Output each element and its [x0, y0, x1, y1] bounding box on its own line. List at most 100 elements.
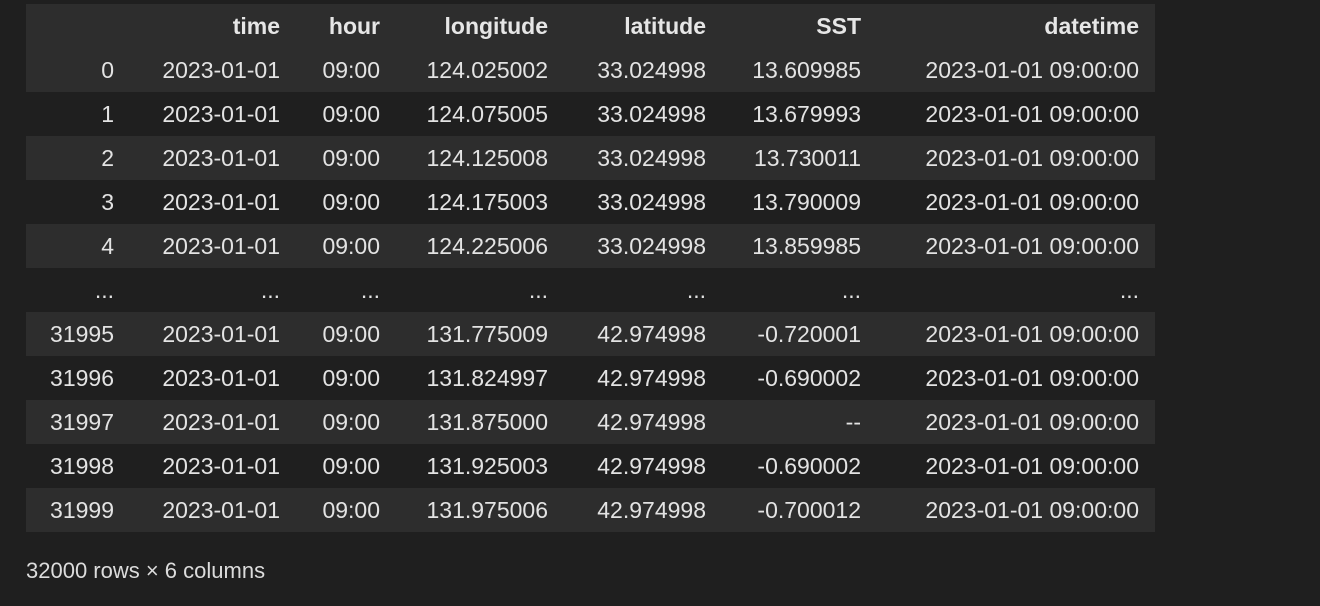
cell-hour: 09:00: [322, 364, 380, 391]
row-index: 1: [101, 100, 114, 127]
cell-longitude: 124.225006: [426, 232, 548, 259]
table-row: 31998 2023-01-01 09:00 131.925003 42.974998 -…: [26, 444, 1155, 488]
cell-hour: 09:00: [322, 100, 380, 127]
table-row: 1 2023-01-01 09:00 124.075005 33.024998 13.67…: [26, 92, 1155, 136]
row-index: 31997: [50, 408, 114, 435]
cell-longitude: 131.975006: [426, 496, 548, 523]
cell-hour: 09:00: [322, 452, 380, 479]
cell-longitude: ...: [528, 276, 548, 303]
cell-latitude: ...: [686, 276, 706, 303]
cell-time: 2023-01-01: [162, 452, 280, 479]
row-index: 2: [101, 144, 114, 171]
cell-datetime: 2023-01-01 09:00:00: [925, 188, 1139, 215]
cell-hour: 09:00: [322, 320, 380, 347]
cell-datetime: 2023-01-01 09:00:00: [925, 232, 1139, 259]
index-header: [26, 4, 130, 48]
table-row: .....................: [26, 268, 1155, 312]
table-row: 31996 2023-01-01 09:00 131.824997 42.974998 -…: [26, 356, 1155, 400]
cell-sst: ...: [841, 276, 861, 303]
column-header-datetime: datetime: [877, 4, 1155, 48]
cell-hour: 09:00: [322, 56, 380, 83]
cell-datetime: 2023-01-01 09:00:00: [925, 496, 1139, 523]
dataframe-table: time hour longitude latitude SST datetim…: [26, 4, 1155, 532]
table-row: 0 2023-01-01 09:00 124.025002 33.024998 13.60…: [26, 48, 1155, 92]
table-body: 0 2023-01-01 09:00 124.025002 33.024998 13.60…: [26, 48, 1155, 532]
table-row: 31995 2023-01-01 09:00 131.775009 42.974998 -…: [26, 312, 1155, 356]
cell-datetime: 2023-01-01 09:00:00: [925, 452, 1139, 479]
cell-longitude: 124.025002: [426, 56, 548, 83]
cell-time: 2023-01-01: [162, 188, 280, 215]
cell-time: 2023-01-01: [162, 56, 280, 83]
cell-time: 2023-01-01: [162, 144, 280, 171]
table-row: 3 2023-01-01 09:00 124.175003 33.024998 13.79…: [26, 180, 1155, 224]
cell-datetime: 2023-01-01 09:00:00: [925, 320, 1139, 347]
cell-latitude: 42.974998: [597, 364, 706, 391]
row-index: 31995: [50, 320, 114, 347]
column-header-time: time: [130, 4, 296, 48]
column-header-longitude: longitude: [396, 4, 564, 48]
row-index: 31998: [50, 452, 114, 479]
cell-sst: --: [845, 408, 861, 435]
dataframe-shape-label: 32000 rows × 6 columns: [26, 558, 266, 583]
cell-time: 2023-01-01: [162, 232, 280, 259]
cell-hour: 09:00: [322, 144, 380, 171]
cell-time: 2023-01-01: [162, 496, 280, 523]
cell-sst: 13.859985: [752, 232, 861, 259]
header-row: time hour longitude latitude SST datetim…: [26, 4, 1155, 48]
cell-longitude: 131.824997: [426, 364, 548, 391]
row-index: 3: [101, 188, 114, 215]
cell-time: 2023-01-01: [162, 320, 280, 347]
cell-latitude: 33.024998: [597, 144, 706, 171]
cell-latitude: 33.024998: [597, 232, 706, 259]
cell-hour: 09:00: [322, 232, 380, 259]
row-index: 0: [101, 56, 114, 83]
table-row: 2 2023-01-01 09:00 124.125008 33.024998 13.73…: [26, 136, 1155, 180]
cell-datetime: 2023-01-01 09:00:00: [925, 364, 1139, 391]
cell-sst: 13.679993: [752, 100, 861, 127]
cell-longitude: 124.075005: [426, 100, 548, 127]
dataframe-output: time hour longitude latitude SST datetim…: [26, 4, 1155, 532]
table-row: 31997 2023-01-01 09:00 131.875000 42.974998 -…: [26, 400, 1155, 444]
column-header-hour: hour: [296, 4, 396, 48]
cell-datetime: 2023-01-01 09:00:00: [925, 100, 1139, 127]
row-index: 31996: [50, 364, 114, 391]
cell-hour: 09:00: [322, 188, 380, 215]
cell-latitude: 42.974998: [597, 408, 706, 435]
cell-latitude: 33.024998: [597, 56, 706, 83]
cell-latitude: 42.974998: [597, 452, 706, 479]
cell-datetime: 2023-01-01 09:00:00: [925, 144, 1139, 171]
cell-hour: 09:00: [322, 496, 380, 523]
cell-sst: 13.609985: [752, 56, 861, 83]
row-index: ...: [94, 276, 114, 303]
cell-datetime: 2023-01-01 09:00:00: [925, 56, 1139, 83]
cell-latitude: 42.974998: [597, 496, 706, 523]
row-index: 31999: [50, 496, 114, 523]
cell-latitude: 42.974998: [597, 320, 706, 347]
cell-time: 2023-01-01: [162, 364, 280, 391]
cell-datetime: ...: [1119, 276, 1139, 303]
row-index: 4: [101, 232, 114, 259]
cell-sst: -0.690002: [757, 364, 861, 391]
cell-hour: ...: [360, 276, 380, 303]
cell-sst: 13.790009: [752, 188, 861, 215]
table-row: 31999 2023-01-01 09:00 131.975006 42.974998 -…: [26, 488, 1155, 532]
cell-latitude: 33.024998: [597, 100, 706, 127]
column-header-sst: SST: [722, 4, 877, 48]
cell-longitude: 124.125008: [426, 144, 548, 171]
cell-sst: -0.700012: [757, 496, 861, 523]
column-header-latitude: latitude: [564, 4, 722, 48]
cell-time: 2023-01-01: [162, 100, 280, 127]
cell-time: ...: [260, 276, 280, 303]
table-row: 4 2023-01-01 09:00 124.225006 33.024998 13.85…: [26, 224, 1155, 268]
cell-hour: 09:00: [322, 408, 380, 435]
cell-sst: 13.730011: [753, 144, 861, 171]
table-header: time hour longitude latitude SST datetim…: [26, 4, 1155, 48]
cell-sst: -0.720001: [757, 320, 861, 347]
cell-sst: -0.690002: [757, 452, 861, 479]
cell-longitude: 131.875000: [426, 408, 548, 435]
cell-longitude: 131.775009: [426, 320, 548, 347]
cell-latitude: 33.024998: [597, 188, 706, 215]
cell-time: 2023-01-01: [162, 408, 280, 435]
cell-datetime: 2023-01-01 09:00:00: [925, 408, 1139, 435]
cell-longitude: 131.925003: [426, 452, 548, 479]
